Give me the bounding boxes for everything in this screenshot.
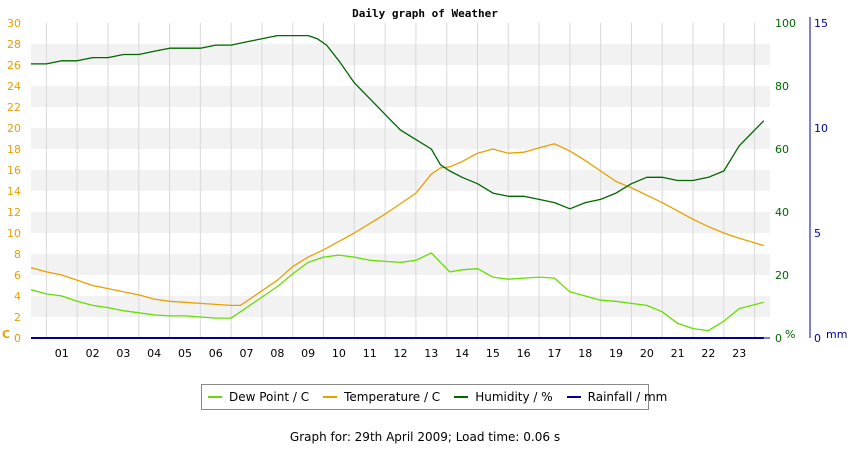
x-tick-label: 06 — [209, 347, 223, 360]
legend-item-rainfall: Rainfall / mm — [566, 390, 668, 404]
left-tick-label: 14 — [7, 185, 21, 198]
x-tick-label: 21 — [671, 347, 685, 360]
grid-band — [31, 212, 770, 233]
left-tick-label: 18 — [7, 143, 21, 156]
left-tick-label: 22 — [7, 101, 21, 114]
x-tick-label: 08 — [270, 347, 284, 360]
plot-background-bands — [31, 23, 770, 338]
right-axis-humidity: 0 20 40 60 80 100% — [775, 17, 796, 345]
grid-band — [31, 149, 770, 170]
left-tick-label: 8 — [14, 248, 21, 261]
left-tick-label: 30 — [7, 17, 21, 30]
legend-item-temperature: Temperature / C — [323, 390, 440, 404]
left-tick-label: 6 — [14, 269, 21, 282]
x-tick-label: 05 — [178, 347, 192, 360]
rainfall-tick-label: 5 — [814, 227, 821, 240]
x-tick-label: 20 — [640, 347, 654, 360]
series-line-humidity — [31, 34, 765, 210]
grid-band — [31, 23, 770, 44]
x-tick-label: 12 — [394, 347, 408, 360]
x-tick-label: 10 — [332, 347, 346, 360]
x-tick-label: 09 — [301, 347, 315, 360]
legend-swatch-humidity — [454, 396, 469, 398]
rainfall-axis-unit: mm — [826, 328, 847, 341]
x-tick-label: 04 — [147, 347, 161, 360]
legend-item-humidity: Humidity / % — [454, 390, 553, 404]
legend-item-dew-point: Dew Point / C — [208, 390, 309, 404]
x-tick-label: 22 — [701, 347, 715, 360]
x-tick-label: 01 — [55, 347, 69, 360]
left-tick-label: 12 — [7, 206, 21, 219]
legend-swatch-rainfall — [566, 396, 581, 398]
grid-band — [31, 191, 770, 212]
humidity-tick-label: 60 — [775, 143, 789, 156]
grid-band — [31, 317, 770, 338]
humidity-tick-label: 100 — [775, 17, 796, 30]
left-tick-label: 24 — [7, 80, 21, 93]
rainfall-tick-label: 15 — [814, 17, 828, 30]
chart-legend: Dew Point / C Temperature / C Humidity /… — [201, 384, 667, 410]
left-tick-label: 16 — [7, 164, 21, 177]
x-axis: 01 02 03 04 05 06 07 08 09 10 11 12 13 14 15 16 17 18 19 20… — [31, 337, 770, 360]
x-tick-label: 14 — [455, 347, 469, 360]
series-layer — [30, 34, 765, 339]
x-tick-label: 16 — [517, 347, 531, 360]
x-tick-label: 23 — [732, 347, 746, 360]
left-tick-label: 28 — [7, 38, 21, 51]
vertical-gridlines — [45, 23, 756, 338]
grid-band — [31, 296, 770, 317]
grid-band — [31, 107, 770, 128]
left-tick-label: 4 — [14, 290, 21, 303]
left-axis-unit: C — [2, 328, 10, 341]
x-tick-label: 19 — [609, 347, 623, 360]
x-tick-label: 18 — [578, 347, 592, 360]
left-tick-label: 10 — [7, 227, 21, 240]
grid-band — [31, 170, 770, 191]
rainfall-tick-label: 10 — [814, 122, 828, 135]
right-axis-rainfall: 0 5 10 15 mm — [809, 17, 847, 345]
humidity-axis-unit: % — [785, 328, 795, 341]
x-tick-label: 02 — [86, 347, 100, 360]
left-tick-label: 26 — [7, 59, 21, 72]
humidity-tick-label: 0 — [775, 332, 782, 345]
legend-swatch-temperature — [323, 396, 338, 398]
x-tick-label: 15 — [486, 347, 500, 360]
humidity-tick-label: 20 — [775, 269, 789, 282]
x-tick-label: 13 — [424, 347, 438, 360]
rainfall-tick-label: 0 — [814, 332, 821, 345]
grid-band — [31, 233, 770, 254]
legend-swatch-dew-point — [208, 396, 222, 398]
left-tick-label: 0 — [14, 332, 21, 345]
legend-label-dew-point: Dew Point / C — [229, 390, 310, 404]
left-tick-label: 2 — [14, 311, 21, 324]
humidity-tick-label: 80 — [775, 80, 789, 93]
grid-band — [31, 86, 770, 107]
chart-title: Daily graph of Weather — [352, 7, 498, 20]
legend-label-temperature: Temperature / C — [344, 390, 441, 404]
humidity-tick-label: 40 — [775, 206, 789, 219]
footer-status: Graph for: 29th April 2009; Load time: 0… — [289, 430, 561, 444]
grid-band — [31, 254, 770, 275]
grid-band — [31, 44, 770, 65]
x-tick-label: 03 — [116, 347, 130, 360]
x-tick-label: 11 — [363, 347, 377, 360]
left-tick-label: 20 — [7, 122, 21, 135]
x-tick-label: 07 — [240, 347, 254, 360]
series-line-dew-point — [30, 252, 764, 332]
grid-band — [31, 275, 770, 296]
grid-band — [31, 128, 770, 149]
x-tick-label: 17 — [547, 347, 561, 360]
legend-label-humidity: Humidity / % — [475, 390, 553, 404]
legend-label-rainfall: Rainfall / mm — [587, 390, 668, 404]
grid-band — [31, 65, 770, 86]
series-line-temperature — [30, 143, 764, 307]
